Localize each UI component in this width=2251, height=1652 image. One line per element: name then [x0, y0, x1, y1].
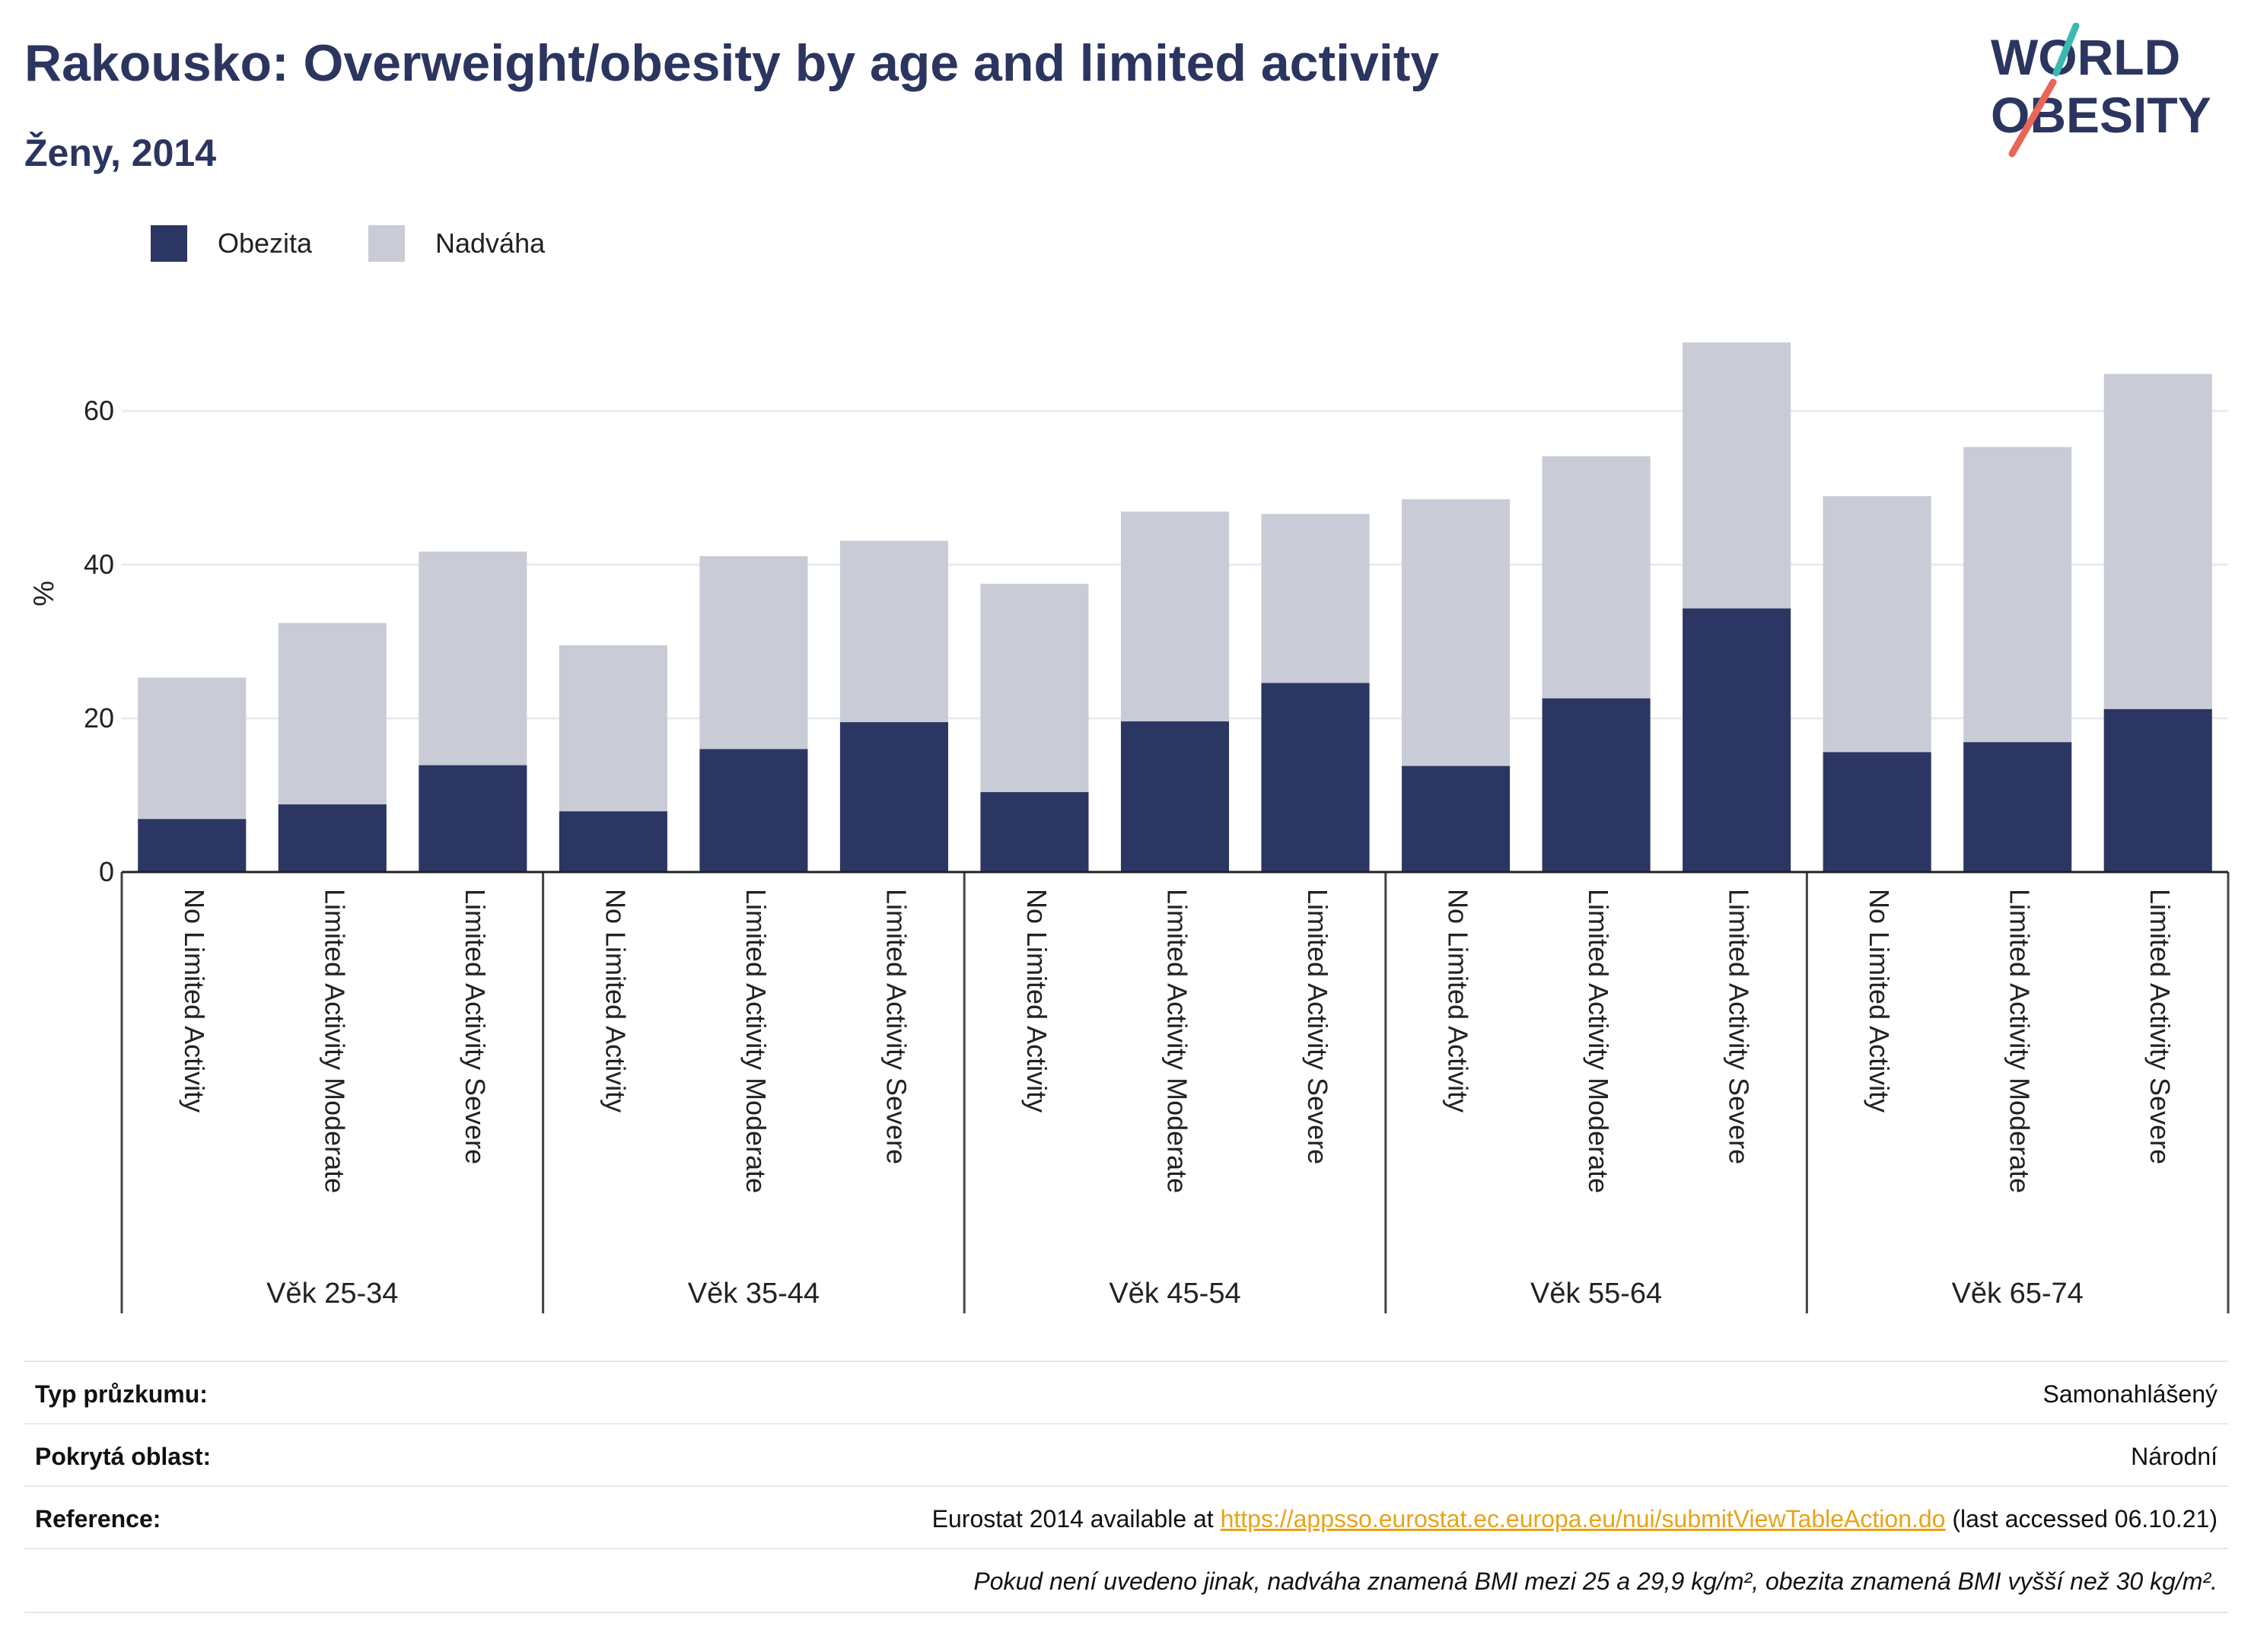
- bar-overweight: [1261, 514, 1370, 683]
- y-tick-label: 60: [84, 395, 114, 426]
- meta-value-reference: Eurostat 2014 available at https://appss…: [932, 1505, 2218, 1533]
- x-category-label: No Limited Activity: [600, 889, 631, 1112]
- bar-overweight: [1823, 496, 1931, 753]
- x-category-label: Limited Activity Severe: [1302, 889, 1333, 1164]
- x-category-label: No Limited Activity: [1864, 889, 1895, 1112]
- reference-link[interactable]: https://appsso.eurostat.ec.europa.eu/nui…: [1220, 1505, 1946, 1533]
- legend-label-overweight: Nadváha: [435, 228, 546, 259]
- chart-subtitle: Ženy, 2014: [24, 132, 217, 174]
- bar-obesity: [138, 819, 247, 872]
- bar-obesity: [1120, 721, 1230, 872]
- bar-obesity: [1963, 742, 2072, 872]
- bar-obesity: [1823, 752, 1931, 872]
- bar-obesity: [1542, 698, 1651, 872]
- bar-obesity: [559, 811, 667, 872]
- bar-obesity: [2103, 708, 2212, 872]
- bar-overweight: [1963, 447, 2072, 743]
- bar-overweight: [1683, 342, 1791, 609]
- x-group-label: Věk 45-54: [1109, 1278, 1240, 1310]
- x-category-label: Limited Activity Severe: [880, 889, 912, 1164]
- reference-suffix: (last accessed 06.10.21): [1945, 1505, 2218, 1533]
- reference-prefix: Eurostat 2014 available at: [931, 1505, 1221, 1533]
- x-category-label: Limited Activity Moderate: [319, 889, 350, 1193]
- bar-overweight: [1542, 456, 1651, 699]
- bar-overweight: [2103, 374, 2212, 709]
- meta-key-reference: Reference:: [35, 1505, 161, 1533]
- legend-swatch-obesity: [151, 225, 187, 262]
- world-obesity-logo: WORLD OBESITY: [1991, 23, 2211, 158]
- bar-overweight: [559, 645, 667, 812]
- bar-obesity: [1261, 683, 1370, 872]
- x-category-label: Limited Activity Moderate: [1583, 889, 1614, 1193]
- meta-key-coverage: Pokrytá oblast:: [35, 1443, 212, 1470]
- stacked-bar-chart: 0 20 40 60% No Limited Activity Limited Activ…: [28, 342, 2230, 1313]
- meta-value-survey-type: Samonahlášený: [2042, 1380, 2218, 1408]
- y-tick-label: 20: [84, 702, 114, 734]
- x-category-label: No Limited Activity: [1021, 889, 1052, 1112]
- meta-row-note: Pokud není uvedeno jinak, nadváha znamen…: [24, 1548, 2228, 1613]
- bar-overweight: [1120, 511, 1230, 722]
- bar-overweight: [699, 555, 808, 750]
- meta-row-coverage: Pokrytá oblast: Národní: [24, 1423, 2228, 1487]
- x-category-label: Limited Activity Severe: [1724, 889, 1755, 1164]
- x-category-label: No Limited Activity: [179, 889, 210, 1112]
- meta-row-survey-type: Typ průzkumu: Samonahlášený: [24, 1361, 2228, 1424]
- bar-overweight: [419, 551, 527, 766]
- bar-obesity: [839, 722, 948, 872]
- bar-overweight: [278, 622, 387, 805]
- logo-line1: WORLD: [1991, 29, 2180, 85]
- legend-label-obesity: Obezita: [218, 228, 313, 259]
- x-category-label: Limited Activity Moderate: [2004, 889, 2036, 1193]
- y-tick-label: 40: [84, 549, 114, 580]
- meta-key-survey-type: Typ průzkumu:: [35, 1380, 208, 1408]
- legend-swatch-overweight: [368, 225, 405, 262]
- x-category-label: No Limited Activity: [1443, 889, 1474, 1112]
- legend-item-obesity: Obezita: [151, 225, 312, 262]
- x-category-label: Limited Activity Moderate: [1161, 889, 1192, 1193]
- x-group-label: Věk 25-34: [266, 1278, 398, 1310]
- meta-row-reference: Reference: Eurostat 2014 available at ht…: [24, 1485, 2228, 1549]
- bar-overweight: [1402, 499, 1511, 766]
- bar-obesity: [278, 804, 387, 872]
- x-category-label: Limited Activity Moderate: [740, 889, 772, 1193]
- bar-obesity: [1402, 766, 1511, 872]
- x-category-label: Limited Activity Severe: [2144, 889, 2176, 1164]
- bar-obesity: [419, 765, 527, 872]
- bar-overweight: [138, 677, 247, 820]
- definition-note: Pokud není uvedeno jinak, nadváha znamen…: [973, 1568, 2218, 1595]
- y-axis-label: %: [28, 581, 60, 606]
- x-category-label: Limited Activity Severe: [460, 889, 491, 1164]
- bar-obesity: [1683, 608, 1791, 872]
- legend-item-overweight: Nadváha: [368, 225, 545, 262]
- chart-title: Rakousko: Overweight/obesity by age and …: [24, 34, 1440, 92]
- x-group-label: Věk 65-74: [1952, 1278, 2084, 1310]
- x-group-label: Věk 35-44: [688, 1278, 820, 1310]
- x-group-label: Věk 55-64: [1530, 1278, 1662, 1310]
- meta-value-coverage: Národní: [2131, 1443, 2218, 1470]
- bar-obesity: [980, 791, 1089, 872]
- bar-overweight: [839, 540, 948, 723]
- bar-obesity: [699, 749, 808, 872]
- y-tick-label: 0: [99, 856, 114, 887]
- bar-overweight: [980, 584, 1089, 792]
